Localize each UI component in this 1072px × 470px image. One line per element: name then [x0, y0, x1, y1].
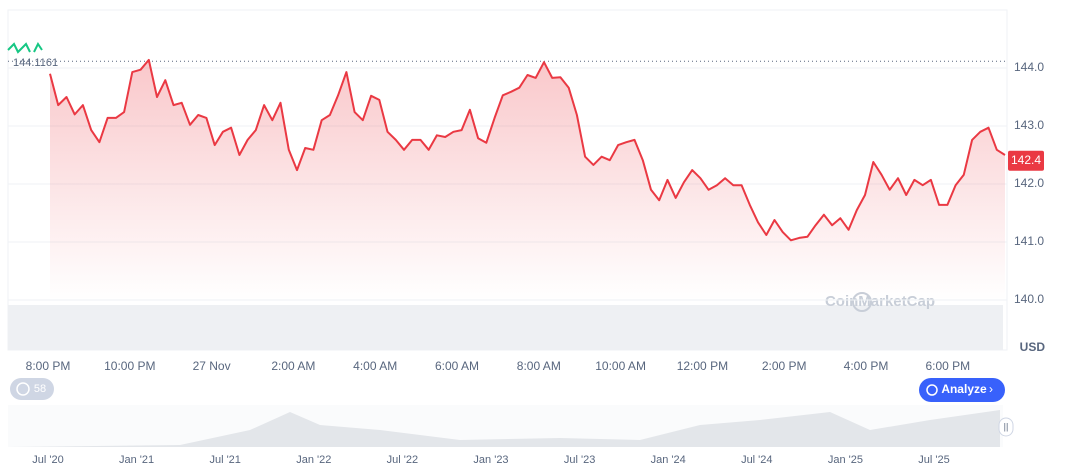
- badge-text: 58: [34, 383, 46, 395]
- volume-area: [8, 305, 1003, 350]
- price-tag: [1008, 150, 1044, 171]
- x-tick-label: 10:00 PM: [104, 359, 155, 373]
- navigator-label: Jul '24: [741, 454, 772, 466]
- navigator-label: Jan '25: [828, 454, 863, 466]
- analyze-button[interactable]: Analyze ›: [919, 378, 1005, 402]
- x-tick-label: 2:00 AM: [271, 359, 315, 373]
- x-tick-label: 8:00 AM: [517, 359, 561, 373]
- y-tick-label: 141.0: [1014, 234, 1044, 248]
- navigator-handle[interactable]: ||: [998, 417, 1014, 437]
- navigator-label: Jan '21: [119, 454, 154, 466]
- x-tick-label: 12:00 PM: [677, 359, 728, 373]
- navigator-area: [8, 410, 1000, 447]
- y-tick-label: 143.0: [1014, 118, 1044, 132]
- y-unit: USD: [1020, 340, 1046, 354]
- navigator-label: Jul '23: [564, 454, 595, 466]
- navigator-label: Jul '22: [387, 454, 418, 466]
- price-tag-label: 142.4: [1011, 153, 1041, 167]
- price-line: [49, 58, 1006, 242]
- y-tick-label: 140.0: [1014, 292, 1044, 306]
- svg-text:›: ›: [989, 382, 993, 396]
- navigator-label: Jan '23: [473, 454, 508, 466]
- y-tick-label: 142.0: [1014, 176, 1044, 190]
- x-tick-label: 6:00 AM: [435, 359, 479, 373]
- navigator-label: Jan '22: [296, 454, 331, 466]
- x-tick-label: 27 Nov: [193, 359, 231, 373]
- x-tick-label: 10:00 AM: [595, 359, 646, 373]
- navigator-label: Jan '24: [651, 454, 686, 466]
- button-label: Analyze: [941, 382, 987, 396]
- x-tick-label: 2:00 PM: [762, 359, 807, 373]
- x-tick-label: 6:00 PM: [925, 359, 970, 373]
- badge[interactable]: 58: [10, 378, 54, 400]
- start-marker: [33, 42, 43, 53]
- navigator-label: Jul '21: [209, 454, 240, 466]
- area: [50, 59, 1005, 301]
- start-marker: [7, 42, 31, 54]
- navigator-label: Jul '25: [918, 454, 949, 466]
- high-label: 144.1161: [13, 57, 58, 69]
- y-tick-label: 144.0: [1014, 60, 1044, 74]
- x-tick-label: 8:00 PM: [26, 359, 71, 373]
- x-tick-label: 4:00 AM: [353, 359, 397, 373]
- svg-text:||: ||: [1004, 421, 1009, 431]
- navigator-label: Jul '20: [32, 454, 63, 466]
- x-tick-label: 4:00 PM: [844, 359, 889, 373]
